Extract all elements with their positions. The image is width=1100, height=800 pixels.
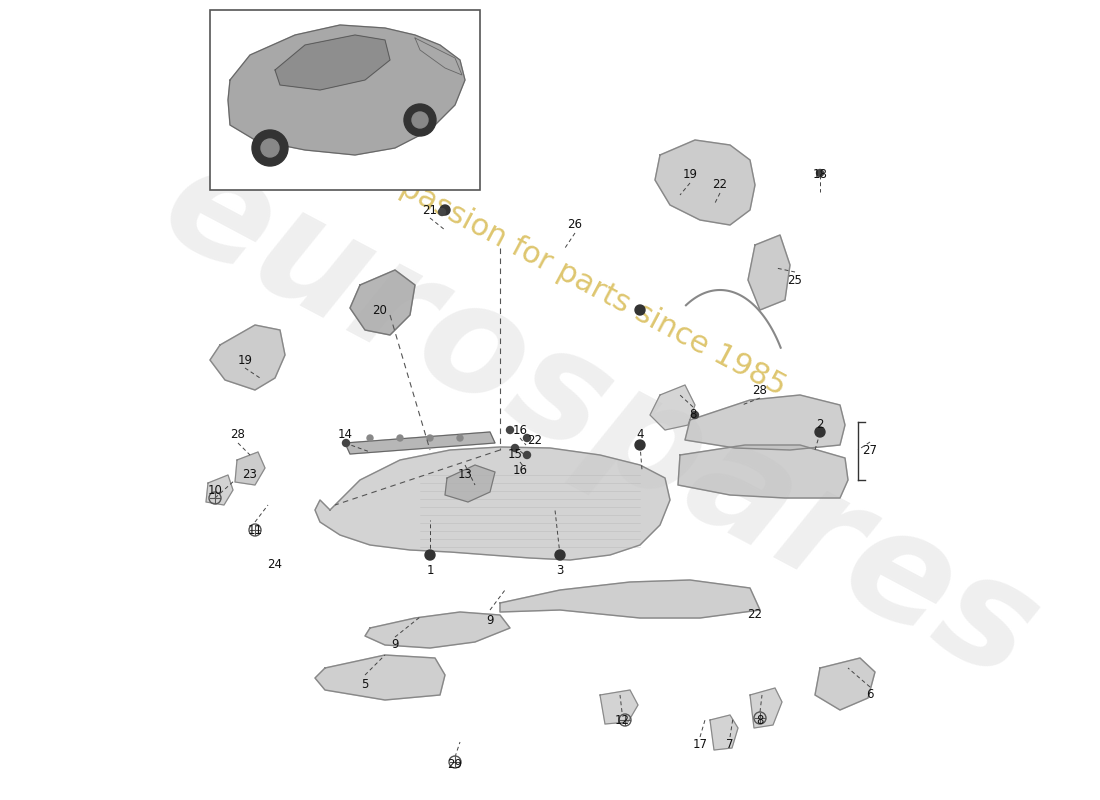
Circle shape xyxy=(252,130,288,166)
Text: 23: 23 xyxy=(243,469,257,482)
Circle shape xyxy=(524,434,530,442)
Text: 11: 11 xyxy=(248,523,263,537)
Text: 1: 1 xyxy=(427,563,433,577)
Text: 24: 24 xyxy=(267,558,283,571)
Polygon shape xyxy=(228,25,465,155)
Circle shape xyxy=(816,170,824,177)
Text: 20: 20 xyxy=(373,303,387,317)
Polygon shape xyxy=(748,235,790,310)
Text: 19: 19 xyxy=(238,354,253,366)
Circle shape xyxy=(456,435,463,441)
Circle shape xyxy=(815,427,825,437)
Text: 16: 16 xyxy=(513,423,528,437)
Polygon shape xyxy=(500,580,760,618)
Text: 8: 8 xyxy=(757,714,763,726)
Text: 16: 16 xyxy=(513,463,528,477)
Circle shape xyxy=(524,451,530,458)
Text: 2: 2 xyxy=(816,418,824,431)
Polygon shape xyxy=(446,465,495,502)
Text: 9: 9 xyxy=(486,614,494,626)
Circle shape xyxy=(635,305,645,315)
Text: 5: 5 xyxy=(361,678,368,691)
Text: 19: 19 xyxy=(682,169,697,182)
Polygon shape xyxy=(815,658,875,710)
Text: 18: 18 xyxy=(813,169,827,182)
Text: eurospares: eurospares xyxy=(139,127,1062,713)
Text: 17: 17 xyxy=(693,738,707,751)
Text: 7: 7 xyxy=(726,738,734,751)
Text: 26: 26 xyxy=(568,218,583,231)
Text: 12: 12 xyxy=(615,714,629,726)
Text: 10: 10 xyxy=(208,483,222,497)
Text: 3: 3 xyxy=(557,563,563,577)
Polygon shape xyxy=(678,445,848,498)
Text: 22: 22 xyxy=(748,609,762,622)
Text: 14: 14 xyxy=(338,429,352,442)
Circle shape xyxy=(512,445,518,451)
Text: 28: 28 xyxy=(231,429,245,442)
Circle shape xyxy=(692,411,698,418)
Text: 4: 4 xyxy=(636,429,644,442)
Circle shape xyxy=(425,550,435,560)
Polygon shape xyxy=(315,447,670,560)
Polygon shape xyxy=(650,385,695,430)
Text: 28: 28 xyxy=(752,383,768,397)
Bar xyxy=(210,10,480,190)
Polygon shape xyxy=(345,432,495,454)
Polygon shape xyxy=(415,38,462,75)
Polygon shape xyxy=(315,655,446,700)
Polygon shape xyxy=(654,140,755,225)
Text: 27: 27 xyxy=(862,443,878,457)
Circle shape xyxy=(397,435,403,441)
Polygon shape xyxy=(710,715,738,750)
Circle shape xyxy=(342,439,350,446)
Circle shape xyxy=(556,550,565,560)
Text: 22: 22 xyxy=(528,434,542,446)
Text: 13: 13 xyxy=(458,469,472,482)
Circle shape xyxy=(427,435,433,441)
Circle shape xyxy=(412,112,428,128)
Circle shape xyxy=(506,426,514,434)
Circle shape xyxy=(440,205,450,215)
Circle shape xyxy=(404,104,436,136)
Text: 9: 9 xyxy=(392,638,398,651)
Text: 8: 8 xyxy=(690,409,696,422)
Text: 15: 15 xyxy=(507,449,522,462)
Text: 6: 6 xyxy=(867,689,873,702)
Polygon shape xyxy=(365,612,510,648)
Polygon shape xyxy=(235,452,265,485)
Polygon shape xyxy=(750,688,782,728)
Polygon shape xyxy=(206,475,233,505)
Circle shape xyxy=(635,440,645,450)
Text: 21: 21 xyxy=(422,203,438,217)
Circle shape xyxy=(367,435,373,441)
Text: 22: 22 xyxy=(713,178,727,191)
Text: 25: 25 xyxy=(788,274,802,286)
Polygon shape xyxy=(600,690,638,724)
Text: a passion for parts since 1985: a passion for parts since 1985 xyxy=(370,159,791,401)
Polygon shape xyxy=(350,270,415,335)
Polygon shape xyxy=(685,395,845,450)
Circle shape xyxy=(261,139,279,157)
Polygon shape xyxy=(210,325,285,390)
Text: 29: 29 xyxy=(448,758,462,771)
Circle shape xyxy=(439,209,446,215)
Polygon shape xyxy=(275,35,390,90)
